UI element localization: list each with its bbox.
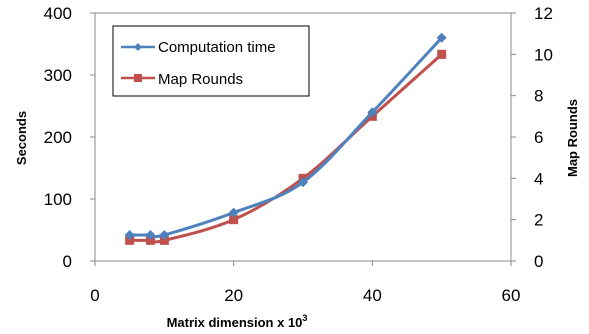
left-y-tick-label: 100 (44, 190, 72, 209)
series-layer (124, 32, 447, 245)
data-point-computation-time (436, 32, 447, 43)
data-point-computation-time (159, 229, 170, 240)
data-point-map-rounds (125, 235, 135, 245)
left-y-tick-label: 0 (63, 252, 72, 271)
right-y-tick-label: 12 (534, 4, 553, 23)
left-y-tick-label: 200 (44, 128, 72, 147)
data-point-map-rounds (145, 235, 155, 245)
x-axis-ticks: 0 20 40 60 (90, 261, 520, 305)
left-y-tick-label: 400 (44, 4, 72, 23)
data-point-computation-time (367, 107, 378, 118)
data-point-map-rounds (159, 235, 169, 245)
data-point-computation-time (124, 229, 135, 240)
x-axis-title-text: Matrix dimension x 10 (167, 315, 303, 330)
legend-label-computation-time: Computation time (158, 39, 276, 56)
data-point-map-rounds (437, 49, 447, 59)
left-y-axis-title: Seconds (14, 111, 29, 165)
data-point-map-rounds (229, 215, 239, 225)
right-y-tick-label: 0 (534, 252, 543, 271)
right-y-tick-label: 4 (534, 169, 543, 188)
legend: Computation time Map Rounds (112, 25, 310, 97)
x-tick-label: 60 (502, 286, 521, 305)
x-tick-label: 0 (90, 286, 99, 305)
right-y-tick-label: 8 (534, 87, 543, 106)
left-y-axis-ticks: 0 100 200 300 400 (44, 4, 95, 271)
x-tick-label: 20 (224, 286, 243, 305)
data-point-computation-time (298, 177, 308, 188)
data-point-computation-time (145, 229, 156, 240)
right-y-axis-title: Map Rounds (565, 99, 580, 177)
legend-label-map-rounds: Map Rounds (158, 71, 243, 88)
right-y-tick-label: 10 (534, 45, 553, 64)
x-axis-title: Matrix dimension x 103 (167, 313, 308, 330)
data-point-computation-time (228, 207, 239, 218)
x-tick-label: 40 (363, 286, 382, 305)
right-y-tick-label: 2 (534, 211, 543, 230)
left-y-tick-label: 300 (44, 66, 72, 85)
legend-marker-computation-time (134, 43, 142, 51)
right-y-tick-label: 6 (534, 128, 543, 147)
legend-box (112, 25, 310, 97)
legend-marker-map-rounds (134, 74, 142, 82)
x-axis-title-superscript: 3 (302, 313, 307, 323)
right-y-axis-ticks: 0 2 4 6 8 10 12 (511, 4, 553, 271)
